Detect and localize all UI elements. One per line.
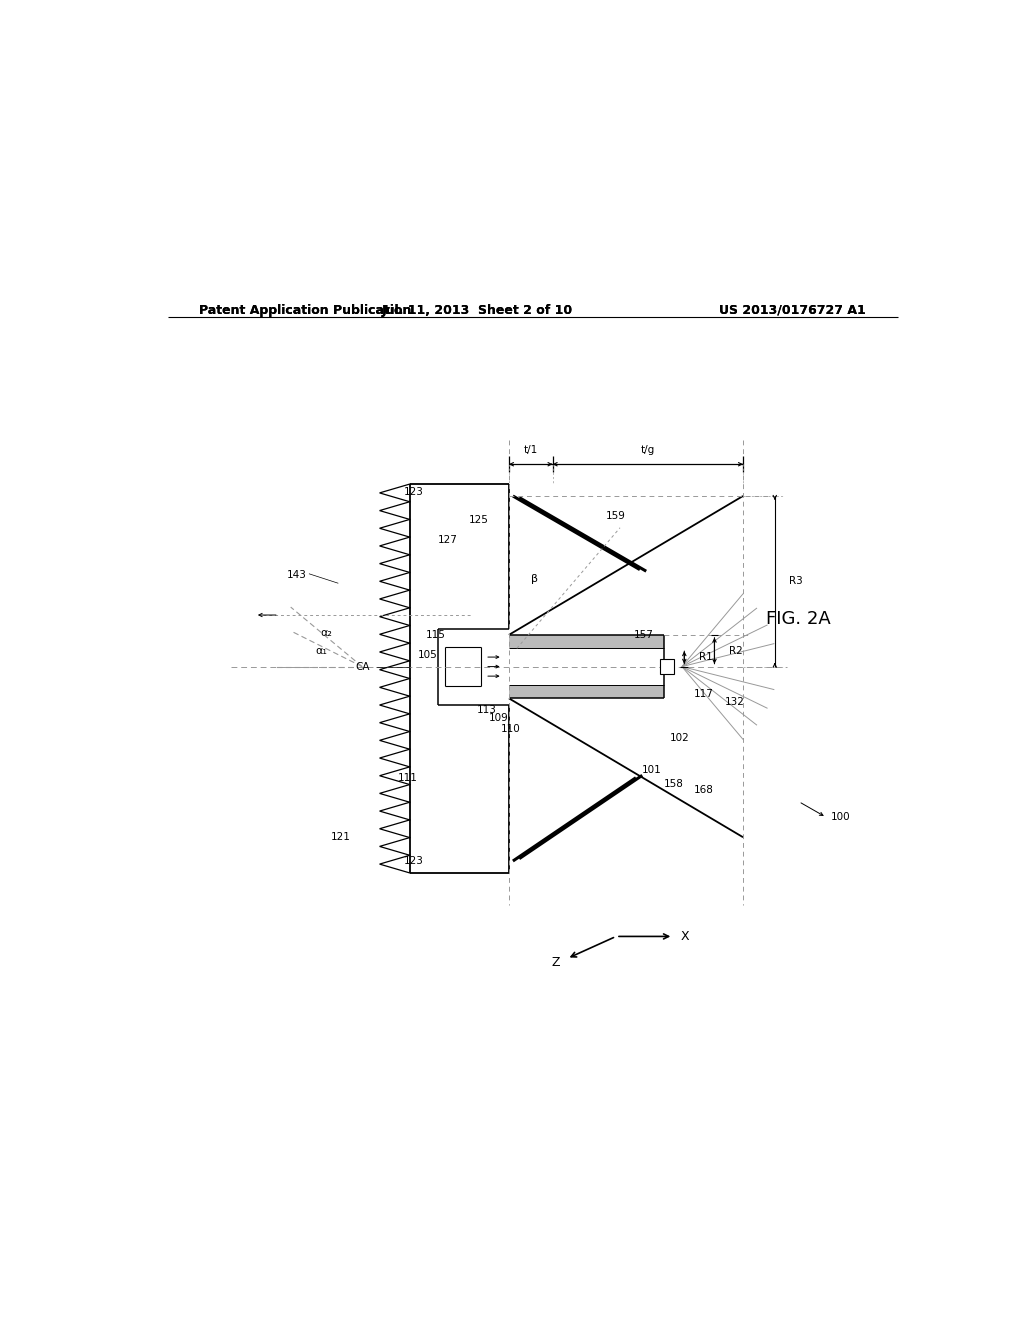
Text: 168: 168 [693,784,714,795]
Text: 157: 157 [634,630,653,640]
Text: 132: 132 [725,697,745,708]
Text: 111: 111 [397,772,418,783]
Text: 159: 159 [606,511,626,521]
Text: R3: R3 [790,577,803,586]
Text: 110: 110 [501,723,521,734]
Text: 113: 113 [477,705,497,715]
Text: FIG. 2A: FIG. 2A [766,610,830,628]
Text: t/1: t/1 [523,445,538,455]
Text: 125: 125 [469,515,489,525]
Bar [509,635,664,648]
Bar [509,685,664,698]
Text: 123: 123 [404,857,424,866]
Text: 143: 143 [287,570,306,581]
Text: 100: 100 [830,812,850,822]
Text: 121: 121 [331,832,350,842]
Text: Patent Application Publication: Patent Application Publication [200,304,412,317]
Text: β: β [531,574,539,585]
Text: α₂: α₂ [321,628,333,639]
Text: R2: R2 [729,645,742,656]
Text: 105: 105 [418,649,437,660]
Text: Patent Application Publication: Patent Application Publication [200,304,412,317]
Text: α₁: α₁ [315,645,327,656]
Text: CA: CA [355,661,370,672]
Text: X: X [681,929,689,942]
Text: 158: 158 [664,779,684,789]
Text: US 2013/0176727 A1: US 2013/0176727 A1 [719,304,866,317]
Text: Z: Z [552,956,560,969]
Text: US 2013/0176727 A1: US 2013/0176727 A1 [719,304,866,317]
Bar [659,660,674,673]
Text: 115: 115 [426,630,445,640]
Text: 102: 102 [670,733,689,743]
Text: 127: 127 [437,535,458,545]
Text: 101: 101 [642,764,662,775]
Text: 123: 123 [404,487,424,498]
Text: 109: 109 [489,713,509,723]
Text: t/g: t/g [641,445,655,455]
Text: R1: R1 [698,652,713,663]
Text: Jul. 11, 2013  Sheet 2 of 10: Jul. 11, 2013 Sheet 2 of 10 [382,304,572,317]
Text: Jul. 11, 2013  Sheet 2 of 10: Jul. 11, 2013 Sheet 2 of 10 [382,304,572,317]
Text: 117: 117 [693,689,714,700]
